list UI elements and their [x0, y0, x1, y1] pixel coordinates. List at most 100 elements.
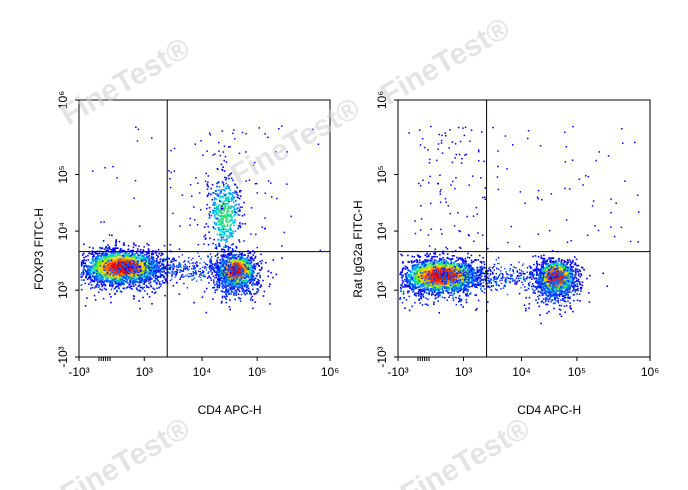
event-dot: [102, 277, 104, 280]
event-dot: [242, 288, 244, 291]
event-dot: [227, 293, 230, 295]
event-dot: [228, 279, 230, 282]
event-dot: [104, 259, 106, 261]
event-dot: [248, 275, 251, 278]
event-dot: [224, 264, 226, 267]
event-dot: [257, 288, 259, 290]
event-dot: [228, 262, 230, 264]
event-dot: [125, 277, 127, 280]
event-dot: [140, 252, 142, 255]
event-dot: [106, 276, 108, 278]
event-dot: [221, 260, 224, 262]
event-dot: [86, 265, 89, 268]
event-dot: [116, 263, 119, 265]
event-dot: [238, 274, 240, 276]
event-dot: [125, 254, 127, 257]
event-dot: [247, 276, 249, 278]
event-dot: [96, 281, 99, 283]
event-dot: [153, 263, 155, 266]
event-dot: [91, 253, 93, 255]
event-dot: [86, 274, 88, 276]
event-dot: [251, 275, 253, 277]
event-dot: [187, 260, 190, 263]
event-dot: [215, 247, 218, 250]
event-dot: [240, 274, 243, 277]
event-dot: [223, 203, 225, 206]
event-dot: [120, 256, 122, 259]
event-dot: [128, 286, 131, 289]
event-dot: [148, 249, 150, 252]
event-dot: [105, 256, 107, 259]
event-dot: [205, 311, 208, 314]
event-dot: [253, 265, 255, 267]
event-dot: [256, 263, 259, 265]
event-dot: [230, 232, 232, 234]
event-dot: [108, 246, 111, 248]
event-dot: [232, 258, 234, 261]
event-dot: [141, 268, 144, 270]
event-dot: [220, 270, 223, 272]
event-dot: [243, 271, 246, 274]
event-dot: [246, 286, 248, 289]
event-dot: [135, 273, 137, 275]
event-dot: [217, 226, 219, 229]
event-dot: [208, 231, 210, 233]
event-dot: [223, 216, 225, 218]
event-dot: [224, 225, 226, 227]
event-dot: [113, 274, 115, 276]
event-dot: [115, 277, 118, 279]
event-dot: [232, 257, 235, 260]
event-dot: [95, 265, 97, 267]
event-dot: [85, 259, 87, 262]
event-dot: [241, 268, 243, 270]
event-dot: [130, 254, 133, 256]
event-dot: [120, 277, 122, 279]
event-dot: [167, 271, 169, 274]
event-dot: [102, 273, 105, 276]
event-dot: [216, 267, 219, 270]
event-dot: [97, 274, 100, 276]
event-dot: [118, 272, 120, 274]
event-dot: [122, 287, 125, 290]
event-dot: [115, 240, 117, 242]
event-dot: [208, 275, 210, 277]
event-dot: [253, 277, 256, 279]
event-dot: [244, 258, 247, 261]
event-dot: [234, 282, 236, 284]
event-dot: [237, 288, 239, 290]
event-dot: [96, 284, 98, 286]
event-dot: [250, 278, 253, 280]
event-dot: [87, 273, 89, 276]
event-dot: [216, 182, 218, 185]
event-dot: [135, 252, 138, 254]
event-dot: [233, 292, 236, 294]
event-dot: [91, 286, 94, 289]
event-dot: [233, 279, 236, 282]
event-dot: [228, 276, 231, 279]
event-dot: [94, 299, 97, 301]
event-dot: [110, 268, 112, 271]
event-dot: [145, 280, 147, 283]
event-dot: [94, 276, 97, 279]
event-dot: [104, 270, 106, 273]
event-dot: [226, 214, 228, 216]
event-dot: [80, 284, 83, 286]
event-dot: [103, 275, 105, 277]
event-dot: [113, 269, 115, 272]
event-dot: [227, 268, 230, 270]
event-dot: [240, 277, 242, 279]
event-dot: [236, 280, 238, 282]
event-dot: [105, 265, 108, 267]
event-dot: [120, 264, 122, 267]
event-dot: [239, 269, 241, 272]
event-dot: [242, 283, 244, 286]
event-dot: [121, 278, 124, 280]
event-dot: [235, 278, 238, 280]
event-dot: [227, 272, 230, 275]
event-dot: [155, 254, 158, 256]
event-dot: [122, 273, 124, 275]
event-dot: [112, 275, 115, 277]
event-dot: [156, 282, 158, 284]
event-dot: [92, 266, 95, 268]
event-dot: [103, 280, 106, 282]
